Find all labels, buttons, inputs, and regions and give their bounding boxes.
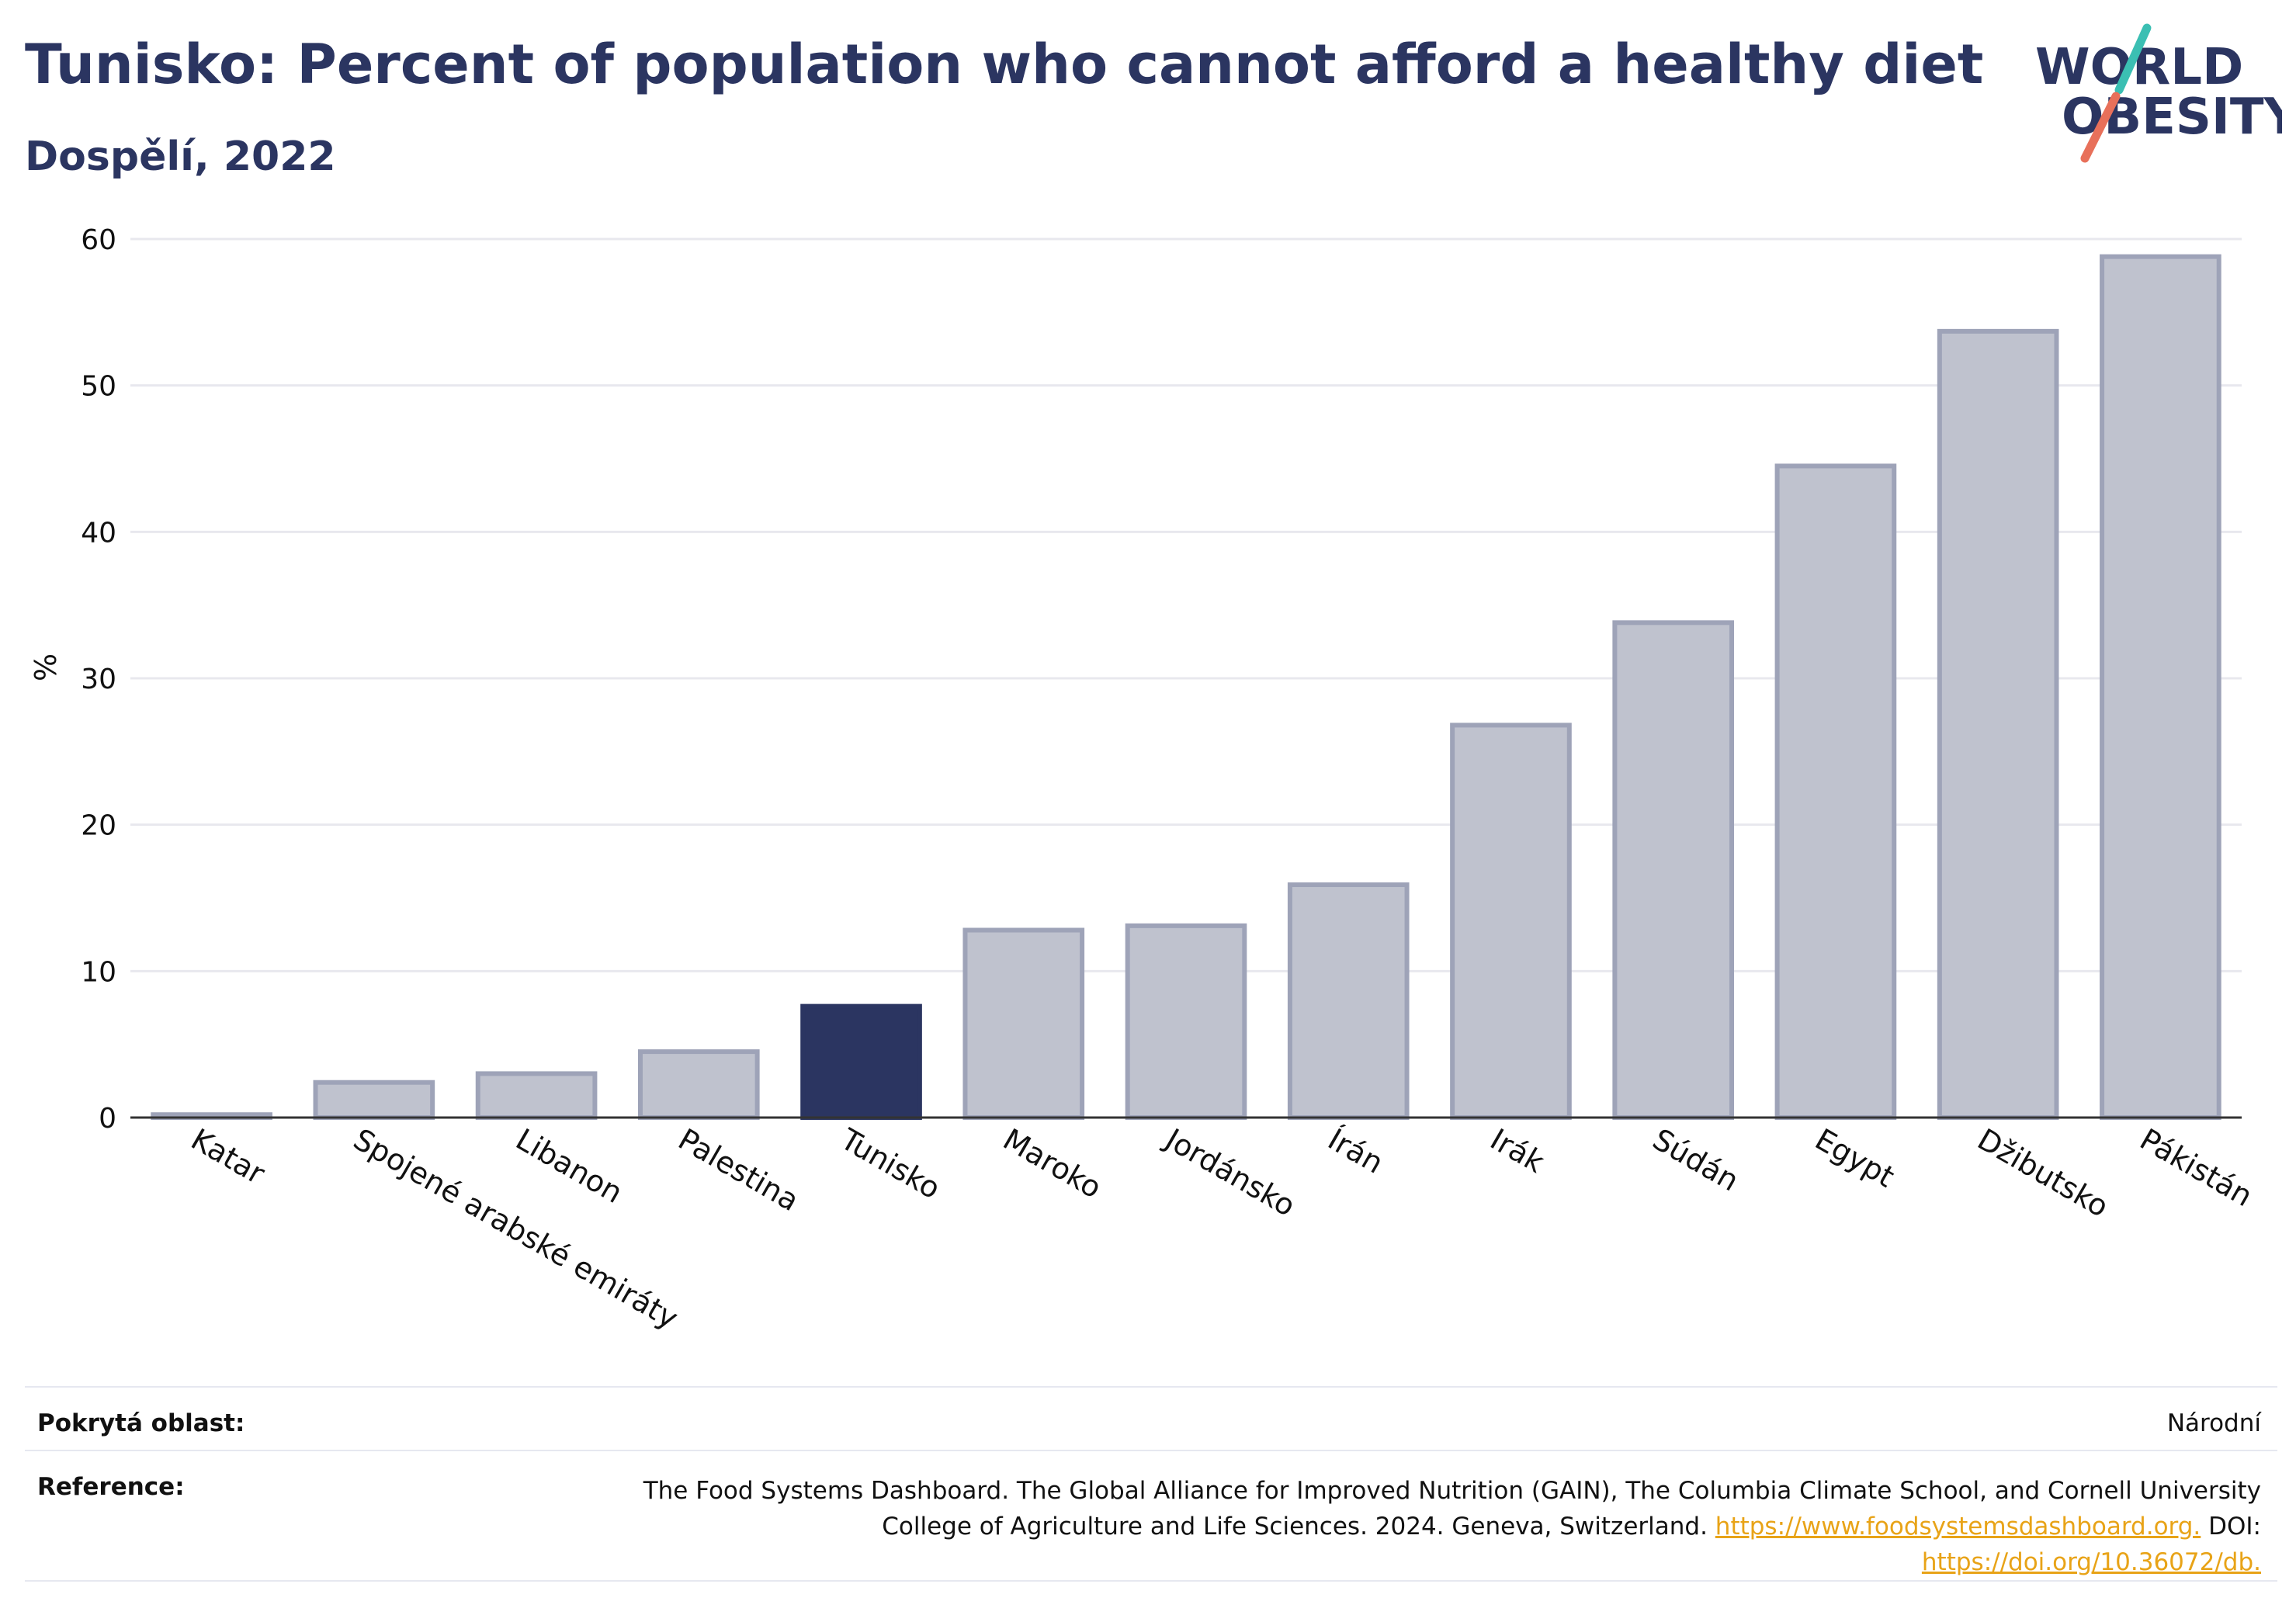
y-tick-label: 60	[81, 224, 116, 256]
x-tick-label: Írán	[1322, 1122, 1389, 1180]
y-tick-label: 0	[99, 1103, 116, 1135]
y-axis-label: %	[29, 653, 63, 681]
y-tick-label: 30	[81, 664, 116, 695]
x-tick-label: Pákistán	[2135, 1122, 2259, 1214]
footer-divider-top	[25, 1386, 2277, 1388]
x-tick-label: Tunisko	[834, 1121, 946, 1206]
bar-džibutsko[interactable]	[1937, 328, 2059, 1120]
y-tick-label: 20	[81, 810, 116, 842]
bar-írán[interactable]	[1287, 882, 1410, 1121]
bar-palestina[interactable]	[637, 1049, 760, 1120]
bar-irák[interactable]	[1450, 723, 1572, 1121]
bar-pákistán[interactable]	[2100, 254, 2221, 1120]
bar-maroko[interactable]	[962, 927, 1085, 1121]
logo-slash-coral	[2080, 92, 2121, 163]
coverage-label: Pokrytá oblast:	[37, 1409, 245, 1437]
chart-subtitle: Dospělí, 2022	[25, 133, 336, 180]
x-tick-label: Egypt	[1809, 1122, 1900, 1194]
x-tick-label: Jordánsko	[1158, 1121, 1301, 1223]
footer-divider-bottom	[25, 1580, 2277, 1582]
reference-doi-label: DOI:	[2208, 1513, 2261, 1541]
bar-egypt[interactable]	[1774, 463, 1897, 1120]
bar-spojené-arabské-emiráty[interactable]	[313, 1080, 435, 1120]
x-tick-label: Maroko	[997, 1122, 1108, 1205]
y-tick-label: 50	[81, 371, 116, 403]
reference-link-doi[interactable]: https://doi.org/10.36072/db.	[1921, 1548, 2261, 1576]
world-obesity-logo: WORLD OBESITY	[2035, 23, 2282, 163]
grid-lines	[130, 237, 2242, 972]
bar-libanon[interactable]	[475, 1071, 598, 1121]
bars	[151, 254, 2221, 1121]
footer-divider-middle	[25, 1450, 2277, 1451]
reference-label: Reference:	[37, 1473, 185, 1501]
x-tick-label: Súdán	[1647, 1122, 1745, 1198]
x-tick-label: Libanon	[510, 1122, 628, 1210]
x-tick-label: Katar	[186, 1122, 271, 1191]
y-tick-label: 40	[81, 517, 116, 549]
logo-slash-teal	[2114, 23, 2152, 95]
x-tick-label: Džibutsko	[1972, 1122, 2114, 1224]
reference-text: The Food Systems Dashboard. The Global A…	[592, 1473, 2261, 1580]
y-tick-label: 10	[81, 956, 116, 988]
chart-title: Tunisko: Percent of population who canno…	[25, 33, 1984, 96]
x-tick-label: Irák	[1485, 1122, 1550, 1180]
reference-link-dashboard[interactable]: https://www.foodsystemsdashboard.org.	[1715, 1513, 2201, 1541]
coverage-value: Národní	[2166, 1409, 2261, 1437]
x-tick-label: Palestina	[673, 1122, 805, 1218]
bar-súdán[interactable]	[1612, 620, 1735, 1120]
bar-tunisko[interactable]	[800, 1003, 922, 1120]
reference-body: The Food Systems Dashboard. The Global A…	[643, 1477, 2261, 1541]
bar-jordánsko[interactable]	[1125, 923, 1247, 1121]
